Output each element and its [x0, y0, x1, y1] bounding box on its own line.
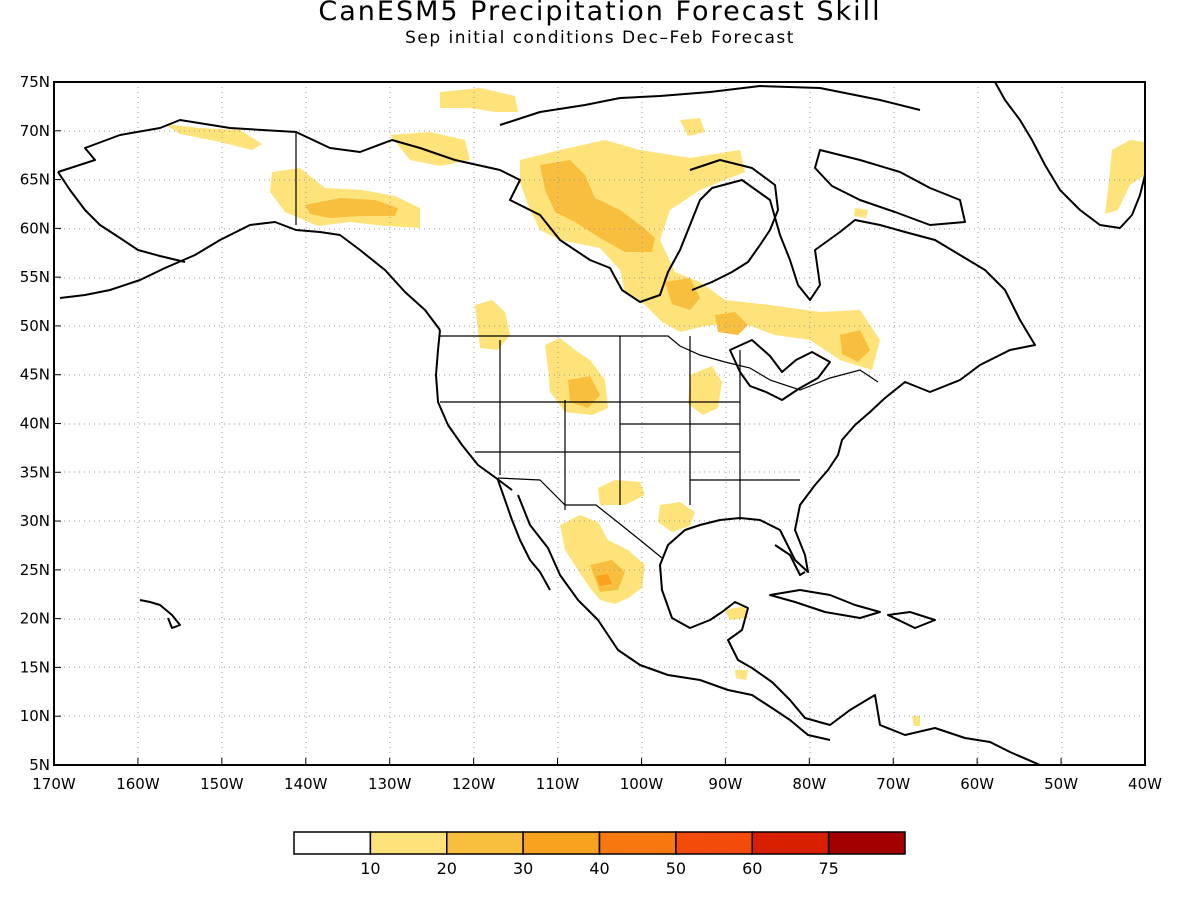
colorbar-label: 10	[360, 859, 380, 878]
coast-greenland	[994, 82, 1145, 229]
skill-shade-alaska-yukon	[270, 168, 420, 228]
coast-florida	[774, 544, 806, 576]
political-borders	[295, 132, 879, 559]
coast-alaska-west	[57, 171, 186, 263]
map-title: CanESM5 Precipitation Forecast Skill	[318, 0, 882, 27]
skill-shade-new-mexico	[598, 480, 645, 505]
skill-shade-yucatan	[725, 606, 748, 620]
lon-tick-label: 100W	[620, 775, 664, 793]
coast-baja	[497, 479, 551, 591]
coast-baffin	[814, 149, 966, 226]
colorbar-swatch	[369, 831, 448, 855]
coastlines	[57, 82, 1145, 765]
skill-shade-quebec-core	[840, 330, 870, 362]
coast-hudson-bay	[689, 159, 779, 291]
lon-tick-label: 130W	[368, 775, 412, 793]
lon-tick-label: 80W	[792, 775, 826, 793]
lat-tick-label: 15N	[20, 658, 50, 676]
skill-shade-alaska-north	[165, 124, 262, 150]
coast-bc-alaska	[59, 221, 441, 331]
coast-great-lakes	[729, 339, 831, 401]
skill-shade-texas-coast	[658, 502, 695, 532]
skill-shade-hudson-small	[680, 118, 705, 136]
skill-shade-mexico	[560, 515, 645, 604]
colorbar-swatch	[446, 831, 524, 855]
lon-tick-label: 60W	[960, 775, 994, 793]
border-us-canada	[440, 335, 879, 391]
lat-tick-label: 65N	[20, 171, 50, 189]
colorbar-label: 60	[742, 859, 762, 878]
coast-pacific-nw	[435, 329, 513, 491]
lat-tick-label: 20N	[20, 610, 50, 628]
colorbar-label: 50	[666, 859, 686, 878]
skill-shade-manitoba-core	[665, 278, 700, 310]
lat-tick-label: 10N	[20, 707, 50, 725]
skill-shade-mexico-peak	[596, 574, 612, 586]
lon-tick-label: 160W	[116, 775, 160, 793]
skill-shade-caribbean	[912, 716, 920, 726]
map-subtitle: Sep initial conditions Dec–Feb Forecast	[405, 28, 795, 48]
coast-hawaii	[139, 599, 181, 629]
lat-tick-label: 30N	[20, 512, 50, 530]
lat-tick-label: 5N	[29, 756, 50, 774]
colorbar-label: 20	[437, 859, 457, 878]
border-us-mexico	[497, 477, 663, 559]
colorbar-swatch	[751, 831, 830, 855]
colorbar-label: 30	[513, 859, 533, 878]
colorbar-label: 40	[589, 859, 609, 878]
colorbar-swatch	[293, 831, 372, 855]
lon-tick-label: 50W	[1044, 775, 1078, 793]
state-lines	[440, 336, 800, 520]
coast-cuba	[769, 589, 881, 619]
skill-shade-midwest	[688, 366, 722, 415]
skill-shade-honduras	[735, 670, 748, 680]
coast-arctic-islands	[499, 85, 921, 126]
skill-shade-yukon-core	[305, 198, 398, 218]
skill-shading-layer	[165, 88, 1145, 726]
lon-tick-label: 70W	[876, 775, 910, 793]
lon-tick-label: 150W	[200, 775, 244, 793]
lat-tick-label: 40N	[20, 415, 50, 433]
lat-tick-label: 45N	[20, 366, 50, 384]
colorbar-swatch	[522, 831, 601, 855]
lon-tick-label: 90W	[708, 775, 742, 793]
coast-pacific-mexico	[517, 494, 831, 741]
lon-tick-label: 140W	[284, 775, 328, 793]
graticule	[54, 82, 1145, 765]
lon-tick-label: 170W	[32, 775, 76, 793]
skill-shade-montana-core	[568, 376, 600, 408]
coast-north-america	[57, 119, 1041, 765]
lat-tick-label: 25N	[20, 561, 50, 579]
longitude-axis: 170W 160W 150W 140W 130W 120W 110W 100W 90W 80W 70…	[32, 758, 1162, 793]
lon-tick-label: 110W	[536, 775, 580, 793]
latitude-axis: 75N 70N 65N 60N 55N 50N 45N 40N 35N 30N 25N 20N 15N 1…	[20, 73, 61, 774]
lon-tick-label: 120W	[452, 775, 496, 793]
coast-hispaniola	[887, 611, 936, 629]
colorbar-swatch	[598, 831, 677, 855]
lat-tick-label: 35N	[20, 463, 50, 481]
skill-shade-nunavut-core	[540, 160, 655, 252]
colorbar: 10 20 30 40 50 60 75	[293, 831, 906, 878]
skill-shade-greenland	[1105, 140, 1145, 214]
lat-tick-label: 70N	[20, 122, 50, 140]
lat-tick-label: 75N	[20, 73, 50, 91]
lon-tick-label: 40W	[1128, 775, 1162, 793]
skill-shade-quebec-small	[854, 208, 868, 218]
skill-shade-bc	[475, 300, 510, 350]
lat-tick-label: 55N	[20, 268, 50, 286]
skill-shade-ontario-core	[715, 312, 748, 335]
lat-tick-label: 50N	[20, 317, 50, 335]
colorbar-swatch	[675, 831, 753, 855]
skill-shade-arctic-islands	[440, 88, 518, 112]
lat-tick-label: 60N	[20, 219, 50, 237]
colorbar-swatch	[827, 831, 906, 855]
colorbar-label: 75	[818, 859, 838, 878]
skill-shade-central-canada	[520, 140, 880, 370]
